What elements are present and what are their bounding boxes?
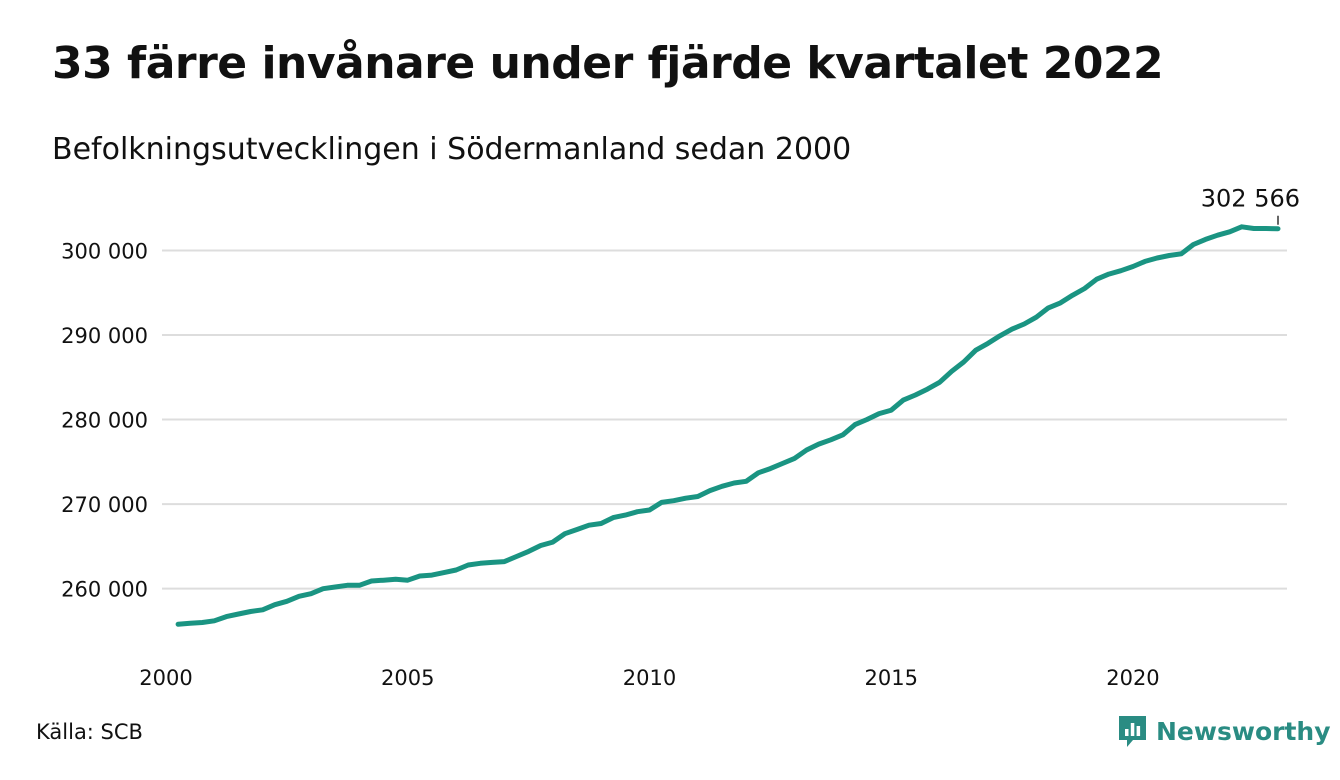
bar-chart-speech-bubble-icon — [1119, 716, 1146, 747]
y-tick-label: 280 000 — [61, 409, 148, 433]
gridlines — [162, 249, 1287, 590]
chart-title: 33 färre invånare under fjärde kvartalet… — [52, 38, 1164, 89]
x-tick-label: 2010 — [623, 666, 676, 690]
x-tick-label: 2005 — [381, 666, 434, 690]
y-tick-label: 270 000 — [61, 493, 148, 517]
y-tick-label: 290 000 — [61, 324, 148, 348]
end-annotation: 302 566 — [1201, 185, 1300, 225]
series-lines — [175, 224, 1281, 627]
y-axis-tick-labels: 260 000 270 000 280 000 290 000 300 000 — [61, 239, 148, 601]
chart-subtitle: Befolkningsutvecklingen i Södermanland s… — [52, 132, 852, 167]
x-tick-label: 2000 — [139, 666, 192, 690]
series-line — [175, 224, 1281, 627]
x-tick-label: 2020 — [1106, 666, 1159, 690]
source-note: Källa: SCB — [36, 720, 143, 744]
y-tick-label: 300 000 — [61, 239, 148, 263]
x-axis-tick-labels: 2000 2005 2010 2015 2020 — [139, 666, 1159, 690]
brand-name: Newsworthy — [1156, 716, 1331, 746]
brand-logo: Newsworthy — [1118, 714, 1331, 748]
end-value-label: 302 566 — [1201, 185, 1300, 213]
x-tick-label: 2015 — [864, 666, 917, 690]
y-tick-label: 260 000 — [61, 578, 148, 602]
